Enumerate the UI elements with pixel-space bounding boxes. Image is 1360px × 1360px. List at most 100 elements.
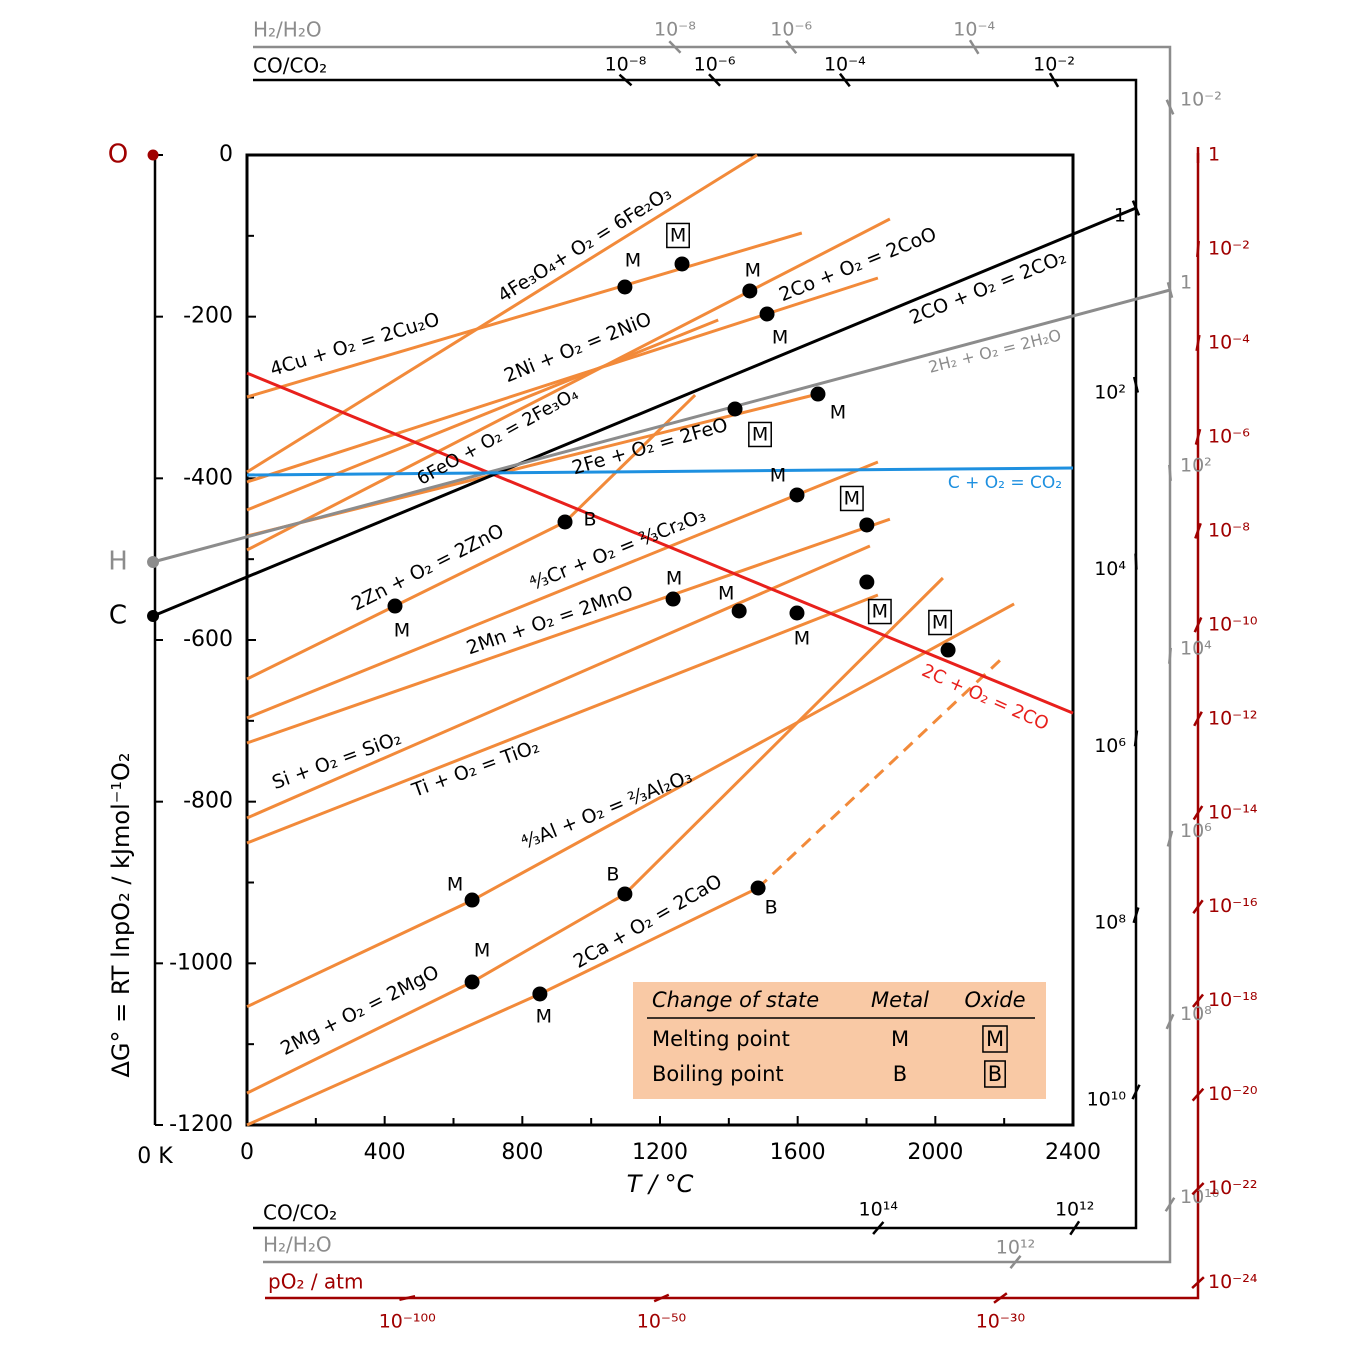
x-tick-label: 800: [501, 1140, 543, 1165]
state-change-point: [742, 283, 758, 299]
scale-tick: [1132, 907, 1140, 924]
scale-tick-label: 10⁻⁶: [770, 19, 812, 41]
reaction-label: 4Fe₃O₄+ O₂ = 6Fe₂O₃: [494, 182, 675, 307]
state-change-point: [617, 886, 633, 902]
state-change-point: [532, 986, 548, 1002]
scale-tick: [1168, 464, 1172, 481]
metal-state-label: M: [718, 582, 734, 604]
scale-tick-label: 10⁻²²: [1208, 1177, 1257, 1199]
metal-state-label: M: [666, 568, 682, 590]
metal-state-label: M: [474, 940, 490, 962]
metal-state-label: M: [536, 1005, 552, 1027]
reaction-line: [152, 288, 1171, 564]
metal-state-label: B: [583, 508, 596, 530]
oxide-box: [748, 421, 772, 448]
oxide-box: [839, 485, 864, 512]
reaction-line: [246, 544, 871, 820]
scale-tick: [1196, 240, 1200, 258]
y-tick-label: 0: [219, 142, 233, 167]
scale-tick-label: 10⁻²: [1208, 237, 1250, 259]
y-tick-label: -200: [183, 304, 233, 329]
reaction-line: [246, 318, 719, 512]
scale-tick: [1132, 376, 1140, 393]
metal-state-label: B: [606, 863, 619, 885]
scale-tick-label: 10²: [1180, 454, 1212, 476]
state-change-point: [859, 574, 875, 590]
scale-tick-label: 10⁴: [1094, 558, 1126, 580]
reaction-line: [152, 206, 1137, 618]
state-change-point: [464, 974, 480, 990]
scale-tick: [1194, 428, 1202, 445]
reaction-label: 2Zn + O₂ = 2ZnO: [348, 520, 508, 616]
reaction-line: [246, 371, 1074, 715]
scale-tick-label: 10⁸: [1180, 1003, 1212, 1025]
scale-tick-label: 10⁻¹⁶: [1208, 895, 1257, 917]
scale-tick-label: 1: [1114, 205, 1126, 227]
scale-tick-label: 10⁻¹⁸: [1208, 989, 1257, 1011]
legend-cell: B: [988, 1062, 1002, 1086]
y-tick-label: -600: [183, 627, 233, 652]
scale-tick: [708, 73, 721, 87]
scale-tick: [653, 1293, 670, 1303]
metal-state-label: M: [447, 874, 463, 896]
o2-scale-frame: [265, 153, 1200, 1300]
scale-tick-label: 10⁻⁸: [654, 19, 696, 41]
scale-tick: [1165, 99, 1175, 115]
state-change-point: [859, 517, 875, 533]
scale-title: pO₂ / atm: [268, 1270, 364, 1294]
x-tick-label: 2000: [907, 1140, 963, 1165]
scale-tick-label: 10⁻¹⁰⁰: [379, 1311, 436, 1333]
scale-tick: [1191, 1276, 1205, 1289]
legend-cell: M: [986, 1027, 1004, 1051]
scale-tick: [399, 1295, 416, 1301]
scale-tick-label: 10⁻²⁴: [1208, 1271, 1258, 1293]
scale-tick: [1166, 281, 1174, 299]
reaction-line: [246, 231, 803, 399]
metal-state-label: M: [794, 628, 810, 650]
scale-tick: [618, 73, 633, 87]
zero-kelvin-label: 0 K: [137, 1144, 173, 1169]
scale-tick-label: 10⁻⁶: [1208, 425, 1250, 447]
state-change-point: [810, 386, 826, 402]
scale-tick: [1131, 1084, 1141, 1100]
scale-tick: [785, 39, 798, 55]
state-change-point: [617, 279, 633, 295]
scale-tick-label: 10⁻¹⁰: [1208, 613, 1257, 635]
y-tick-label: -1000: [169, 950, 233, 975]
scale-tick-label: 10²: [1094, 381, 1126, 403]
scale-tick: [1165, 1013, 1175, 1030]
state-change-point: [731, 603, 747, 619]
scale-tick-label: 10¹⁰: [1087, 1088, 1126, 1110]
scale-tick-label: 10⁻⁴: [953, 19, 995, 41]
scale-tick: [1192, 805, 1204, 821]
reaction-line: [246, 517, 891, 745]
scale-tick-label: 10⁸: [1094, 912, 1126, 934]
oxide-box: [928, 609, 953, 636]
scale-title: H₂/H₂O: [253, 18, 322, 42]
reaction-label: C + O₂ = CO₂: [948, 473, 1062, 493]
scale-tick: [668, 40, 682, 54]
pivot-point: [147, 555, 160, 568]
pivot-label: O: [108, 140, 128, 170]
reaction-line: [246, 576, 944, 1095]
state-change-point: [789, 605, 805, 621]
reaction-line: [246, 217, 891, 552]
state-change-point: [940, 642, 956, 658]
scale-tick: [1164, 1197, 1176, 1212]
legend-header: Oxide: [964, 988, 1025, 1012]
reaction-label: 2Mg + O₂ = 2MgO: [277, 961, 443, 1060]
y-axis-label: ΔG° = RT lnpO₂ / kJmol⁻¹O₂: [107, 752, 135, 1077]
scale-tick-label: 10⁻²: [1033, 54, 1075, 76]
scale-tick: [872, 1221, 885, 1235]
pivot-label: H: [108, 546, 128, 576]
oxide-state-label: M: [872, 601, 888, 623]
scale-tick: [1009, 1255, 1022, 1269]
scale-tick: [1191, 993, 1205, 1008]
scale-tick-label: 10⁴: [1180, 637, 1212, 659]
scale-tick-label: 10⁻⁵⁰: [637, 1311, 686, 1333]
reaction-label: 2CO + O₂ = 2CO₂: [906, 246, 1069, 329]
co-scale-frame: [253, 78, 1138, 1230]
scale-tick: [1192, 899, 1204, 914]
metal-state-label: M: [625, 250, 641, 272]
reaction-line-dashed: [757, 654, 1007, 889]
